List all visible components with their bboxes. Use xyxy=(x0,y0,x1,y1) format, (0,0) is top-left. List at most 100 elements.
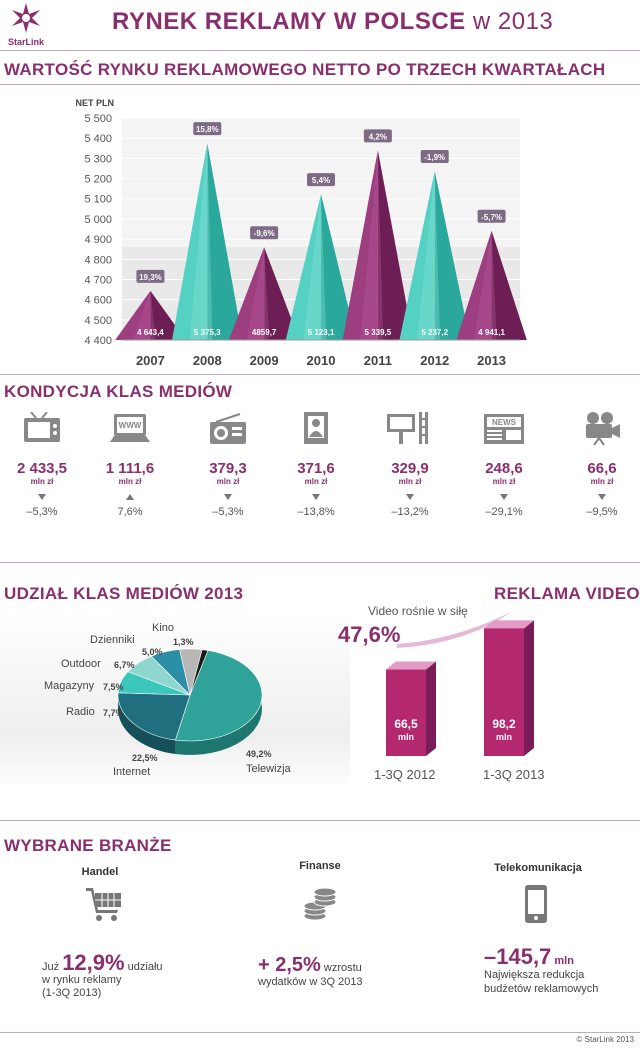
peak-right-face xyxy=(321,194,357,340)
industries-top-divider xyxy=(0,820,640,821)
pie-pct-kino: 1,3% xyxy=(173,637,194,647)
logo: StarLink xyxy=(6,2,46,48)
media-condition-title: KONDYCJA KLAS MEDIÓW xyxy=(4,382,233,401)
peak-left-face xyxy=(399,171,435,340)
peak-left-face xyxy=(285,194,321,340)
media-unit: mln zł xyxy=(398,477,422,486)
peak-highlight xyxy=(473,230,497,340)
change-bubble xyxy=(420,150,449,164)
video-bar-top xyxy=(484,620,534,629)
value-label: 4859,7 xyxy=(252,328,277,337)
media-value: 329,9 xyxy=(391,460,429,477)
value-label: 4 643,4 xyxy=(137,328,164,337)
peak-right-face xyxy=(207,143,243,340)
telekom-title: Telekomunikacja xyxy=(494,862,582,874)
svg-text:NEWS: NEWS xyxy=(492,418,517,427)
pie-slice-telewizja xyxy=(175,650,263,742)
change-bubble xyxy=(307,173,335,187)
header-divider xyxy=(0,50,640,51)
svg-text:WWW: WWW xyxy=(119,421,142,430)
billboard-icon xyxy=(370,406,450,446)
pie-side-1 xyxy=(118,692,176,755)
video-title: REKLAMA VIDEO xyxy=(494,584,640,603)
y-tick-label: 4 500 xyxy=(84,315,112,327)
media-change: –5,3% xyxy=(26,506,58,518)
media-change: –5,3% xyxy=(212,506,244,518)
peak-left-face xyxy=(172,143,208,340)
change-label: -5,7% xyxy=(481,213,502,222)
media-item: 379,3 mln zł –5,3% xyxy=(188,406,268,518)
change-label: -1,9% xyxy=(424,153,445,162)
value-label: 5 237,2 xyxy=(421,328,448,337)
finanse-desc: + 2,5% wzrostu wydatków w 3Q 2013 xyxy=(258,954,363,988)
peak-highlight xyxy=(303,194,327,340)
y-tick-label: 4 600 xyxy=(84,295,112,307)
change-bubble xyxy=(136,269,165,283)
peak-left-face xyxy=(115,290,151,340)
change-label: 19,3% xyxy=(139,273,162,282)
pie-label-telewizja: Telewizja xyxy=(246,763,291,775)
x-tick-label: 2013 xyxy=(477,353,506,368)
pie-side-0 xyxy=(175,650,262,755)
media-item: 66,6 mln zł –9,5% xyxy=(562,406,640,518)
peak-left-face xyxy=(342,150,378,340)
peak-right-face xyxy=(264,247,300,340)
media-unit: mln zł xyxy=(590,477,614,486)
peak-highlight xyxy=(132,290,156,340)
video-bar xyxy=(484,628,524,756)
page-title-year: w 2013 xyxy=(472,8,554,35)
media-item: NEWS 248,6 mln zł –29,1% xyxy=(464,406,544,518)
peak-right-face xyxy=(491,230,527,340)
value-label: 5 339,5 xyxy=(365,328,392,337)
media-item: 329,9 mln zł –13,2% xyxy=(370,406,450,518)
cinema-camera-icon xyxy=(562,406,640,446)
video-bar-value: 66,5 xyxy=(394,717,418,731)
video-bar xyxy=(386,669,426,756)
pie-slice-internet xyxy=(117,692,191,741)
www-icon: WWW xyxy=(90,406,170,446)
pie-label-internet: Internet xyxy=(113,766,151,778)
video-bar-side xyxy=(426,661,436,756)
handel-desc: Już 12,9% udziału w rynku reklamy (1-3Q … xyxy=(42,950,163,1000)
media-unit: mln zł xyxy=(118,477,142,486)
video-bar-unit: mln xyxy=(496,732,512,742)
handel-value: 12,9% xyxy=(62,950,125,975)
y-tick-label: 4 400 xyxy=(84,335,112,347)
video-cat-2013: 1-3Q 2013 xyxy=(483,767,545,782)
tv-icon xyxy=(2,406,82,446)
media-value: 379,3 xyxy=(209,460,247,477)
change-bubble xyxy=(193,122,222,136)
pie-pct-telewizja: 49,2% xyxy=(246,749,272,759)
media-unit: mln zł xyxy=(30,477,54,486)
page-title-main: RYNEK REKLAMY W POLSCE xyxy=(112,8,466,35)
pie-label-radio: Radio xyxy=(66,706,95,718)
media-value: 66,6 xyxy=(587,460,617,477)
newspaper-icon: NEWS xyxy=(464,406,544,446)
video-bar-unit: mln xyxy=(398,732,414,742)
starlink-star-icon xyxy=(12,3,40,33)
peak-right-face xyxy=(434,171,470,340)
media-change: 7,6% xyxy=(117,506,143,518)
change-bubble xyxy=(477,209,506,223)
x-tick-label: 2008 xyxy=(193,353,222,368)
coins-icon xyxy=(303,887,337,921)
pie-pct-internet: 22,5% xyxy=(132,753,158,763)
media-row: 2 433,5 mln zł –5,3% WWW 1 111,6 mln zł 7,6% 37… xyxy=(0,406,640,556)
video-bar-top xyxy=(386,661,436,670)
market-value-divider xyxy=(0,84,640,85)
media-share-pie xyxy=(117,648,263,755)
y-tick-label: 5 000 xyxy=(84,214,112,226)
change-label: 5,4% xyxy=(312,176,330,185)
peak-highlight xyxy=(246,247,270,340)
x-tick-label: 2011 xyxy=(364,353,392,368)
finanse-title: Finanse xyxy=(299,860,341,872)
change-bubble xyxy=(250,226,279,240)
video-bar-side xyxy=(524,620,534,756)
media-change: –29,1% xyxy=(485,506,523,518)
media-share-title: UDZIAŁ KLAS MEDIÓW 2013 xyxy=(4,584,244,603)
arrow-down-icon xyxy=(406,494,414,500)
industries-title: WYBRANE BRANŻE xyxy=(4,836,172,855)
media-unit: mln zł xyxy=(492,477,516,486)
y-axis-label: NET PLN xyxy=(75,98,114,108)
copyright: © StarLink 2013 xyxy=(576,1035,634,1044)
